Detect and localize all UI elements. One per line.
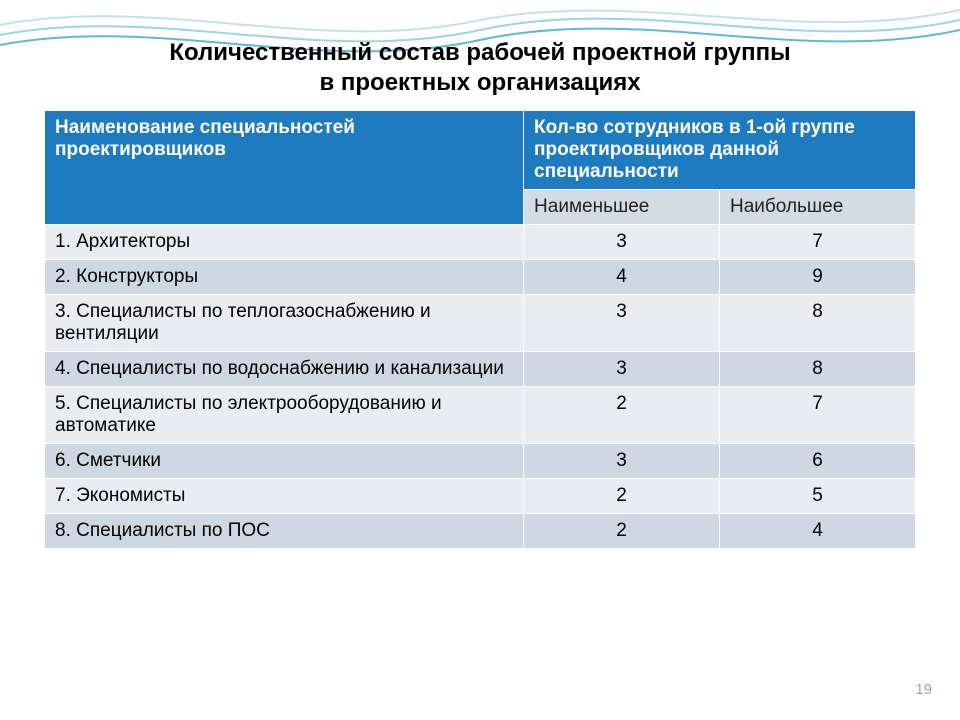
- cell-label: 3. Специалисты по теплогазоснабжению и в…: [45, 295, 524, 352]
- table-row: 8. Специалисты по ПОС24: [45, 514, 916, 549]
- cell-min: 3: [524, 295, 720, 352]
- table-row: 7. Экономисты25: [45, 479, 916, 514]
- cell-min: 3: [524, 352, 720, 387]
- table-row: 3. Специалисты по теплогазоснабжению и в…: [45, 295, 916, 352]
- slide-title: Количественный состав рабочей проектной …: [44, 38, 916, 98]
- cell-max: 4: [720, 514, 916, 549]
- cell-max: 7: [720, 225, 916, 260]
- page-number: 19: [915, 681, 932, 698]
- cell-label: 1. Архитекторы: [45, 225, 524, 260]
- cell-min: 2: [524, 387, 720, 444]
- cell-max: 7: [720, 387, 916, 444]
- cell-max: 8: [720, 352, 916, 387]
- header-count: Кол-во сотрудников в 1-ой группе проекти…: [524, 111, 916, 190]
- composition-table: Наименование специальностей проектировщи…: [44, 110, 916, 549]
- cell-max: 5: [720, 479, 916, 514]
- table-row: 2. Конструкторы49: [45, 260, 916, 295]
- cell-label: 2. Конструкторы: [45, 260, 524, 295]
- cell-max: 6: [720, 444, 916, 479]
- cell-max: 8: [720, 295, 916, 352]
- cell-label: 7. Экономисты: [45, 479, 524, 514]
- header-specialty: Наименование специальностей проектировщи…: [45, 111, 524, 225]
- cell-min: 3: [524, 225, 720, 260]
- cell-label: 8. Специалисты по ПОС: [45, 514, 524, 549]
- cell-label: 5. Специалисты по электрооборудованию и …: [45, 387, 524, 444]
- subheader-min: Наименьшее: [524, 190, 720, 225]
- cell-min: 3: [524, 444, 720, 479]
- cell-min: 2: [524, 514, 720, 549]
- cell-min: 2: [524, 479, 720, 514]
- table-header-row: Наименование специальностей проектировщи…: [45, 111, 916, 190]
- table-row: 6. Сметчики36: [45, 444, 916, 479]
- cell-min: 4: [524, 260, 720, 295]
- table-row: 1. Архитекторы37: [45, 225, 916, 260]
- cell-label: 4. Специалисты по водоснабжению и канали…: [45, 352, 524, 387]
- table-row: 4. Специалисты по водоснабжению и канали…: [45, 352, 916, 387]
- subheader-max: Наибольшее: [720, 190, 916, 225]
- table-row: 5. Специалисты по электрооборудованию и …: [45, 387, 916, 444]
- cell-max: 9: [720, 260, 916, 295]
- title-line-2: в проектных организациях: [319, 69, 640, 96]
- title-line-1: Количественный состав рабочей проектной …: [169, 39, 790, 66]
- cell-label: 6. Сметчики: [45, 444, 524, 479]
